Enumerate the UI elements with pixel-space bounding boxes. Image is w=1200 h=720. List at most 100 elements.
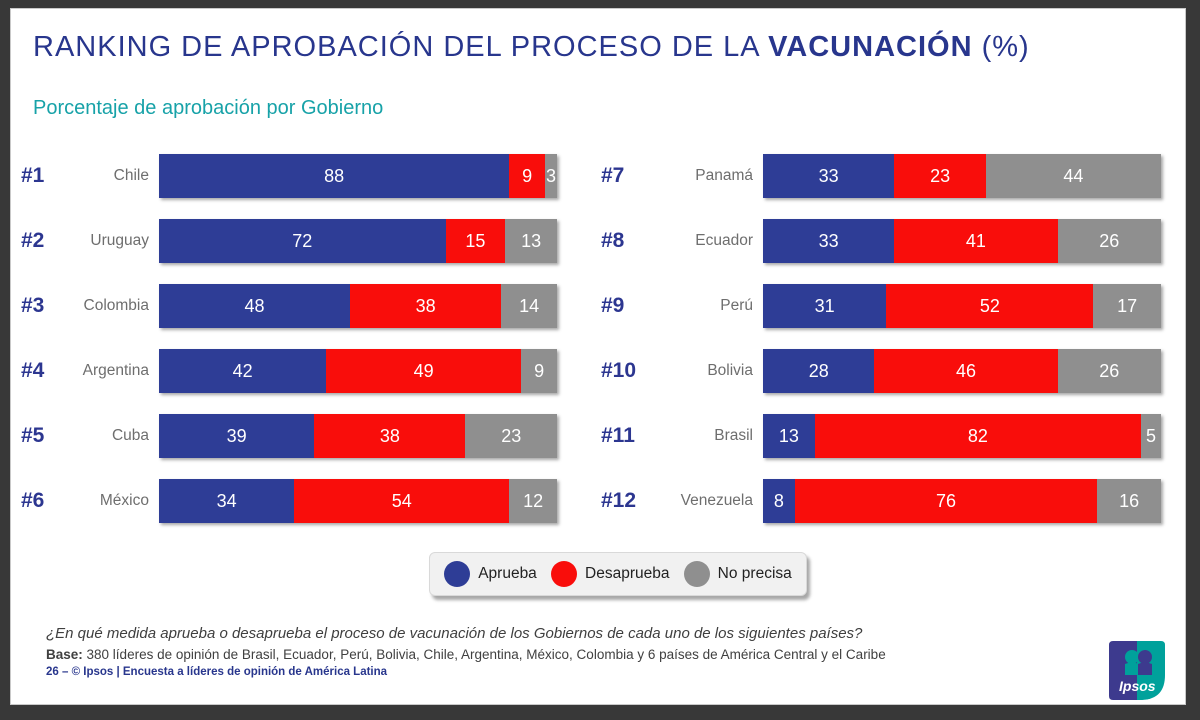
country-label: Perú (720, 297, 753, 314)
country-row: #1 Chile 88 9 3 (21, 154, 557, 198)
country-row: #3 Colombia 48 38 14 (21, 284, 557, 328)
bar-segment-no-precisa: 12 (509, 479, 557, 523)
bar-segment-no-precisa: 14 (501, 284, 557, 328)
bar-segment-desaprueba: 46 (874, 349, 1058, 393)
bar-segment-desaprueba: 54 (294, 479, 510, 523)
country-label: Bolivia (707, 362, 753, 379)
legend-item: Aprueba (444, 561, 537, 587)
rank-label: #8 (601, 229, 625, 252)
country-row: #5 Cuba 39 38 23 (21, 414, 557, 458)
stacked-bar: 34 54 12 (159, 479, 557, 523)
bar-segment-desaprueba: 41 (894, 219, 1058, 263)
country-row: #8 Ecuador 33 41 26 (601, 219, 1161, 263)
bar-segment-no-precisa: 26 (1057, 219, 1161, 263)
legend-dot-icon (551, 561, 578, 587)
stacked-bar: 72 15 13 (159, 219, 557, 263)
ipsos-logo-icon: Ipsos (1109, 641, 1165, 700)
footer-base-label: Base: (46, 647, 83, 662)
stacked-bar: 31 52 17 (763, 284, 1161, 328)
country-row: #7 Panamá 33 23 44 (601, 154, 1161, 198)
country-label: México (99, 492, 149, 509)
ipsos-logo-text: Ipsos (1119, 678, 1156, 694)
slide: RANKING DE APROBACIÓN DEL PROCESO DE LA … (10, 8, 1186, 705)
country-label: Cuba (111, 427, 149, 444)
title-suffix: (%) (972, 31, 1030, 63)
bar-segment-aprueba: 33 (763, 154, 895, 198)
bar-segment-aprueba: 48 (159, 284, 351, 328)
country-label: Colombia (83, 297, 149, 314)
bar-segment-aprueba: 88 (159, 154, 510, 198)
footer-base: Base: 380 líderes de opinión de Brasil, … (46, 647, 886, 662)
rank-label: #10 (601, 359, 637, 382)
legend-label: Aprueba (478, 565, 537, 582)
bar-segment-aprueba: 13 (763, 414, 815, 458)
bar-segment-aprueba: 42 (159, 349, 327, 393)
stacked-bar: 39 38 23 (159, 414, 557, 458)
bar-segment-aprueba: 28 (763, 349, 875, 393)
legend-label: No precisa (717, 565, 792, 582)
country-row: #9 Perú 31 52 17 (601, 284, 1161, 328)
title-prefix: RANKING DE APROBACIÓN DEL PROCESO DE LA (33, 31, 769, 63)
country-label: Chile (113, 167, 149, 184)
bar-segment-no-precisa: 5 (1141, 414, 1161, 458)
stacked-bar: 13 82 5 (763, 414, 1161, 458)
bar-segment-desaprueba: 52 (886, 284, 1094, 328)
country-label: Ecuador (695, 232, 753, 249)
bar-segment-no-precisa: 13 (505, 219, 557, 263)
bar-segment-desaprueba: 49 (326, 349, 522, 393)
ipsos-logo: Ipsos (1109, 641, 1165, 700)
country-label: Brasil (714, 427, 753, 444)
rank-label: #11 (601, 424, 635, 447)
bar-segment-aprueba: 31 (763, 284, 887, 328)
bar-segment-aprueba: 34 (159, 479, 295, 523)
chart-column-right: #7 Panamá 33 23 44 #8 Ecuador 33 41 26 #9 Perú 31 52 1… (601, 154, 1161, 544)
bar-segment-desaprueba: 9 (509, 154, 546, 198)
bar-segment-no-precisa: 44 (985, 154, 1161, 198)
country-row: #10 Bolivia 28 46 26 (601, 349, 1161, 393)
stacked-bar: 8 76 16 (763, 479, 1161, 523)
bar-segment-aprueba: 33 (763, 219, 895, 263)
stacked-bar: 42 49 9 (159, 349, 557, 393)
legend-dot-icon (683, 561, 710, 587)
bar-segment-aprueba: 39 (159, 414, 315, 458)
bar-segment-desaprueba: 23 (894, 154, 986, 198)
rank-label: #9 (601, 294, 625, 317)
legend-dot-icon (444, 561, 471, 587)
bar-segment-no-precisa: 16 (1097, 479, 1161, 523)
stacked-bar: 48 38 14 (159, 284, 557, 328)
bar-segment-desaprueba: 38 (350, 284, 502, 328)
country-row: #2 Uruguay 72 15 13 (21, 219, 557, 263)
bar-segment-desaprueba: 15 (445, 219, 506, 263)
bar-segment-no-precisa: 23 (465, 414, 557, 458)
footer-question: ¿En qué medida aprueba o desaprueba el p… (46, 625, 863, 642)
legend: Aprueba Desaprueba No precisa (429, 552, 807, 596)
bar-segment-aprueba: 8 (763, 479, 795, 523)
country-label: Argentina (82, 362, 149, 379)
bar-segment-desaprueba: 76 (794, 479, 1098, 523)
rank-label: #1 (21, 164, 45, 187)
chart-column-left: #1 Chile 88 9 3 #2 Uruguay 72 15 13 #3 Colombia 48 38… (21, 154, 557, 544)
country-row: #12 Venezuela 8 76 16 (601, 479, 1161, 523)
rank-label: #2 (21, 229, 45, 252)
rank-label: #6 (21, 489, 45, 512)
footer-credit: 26 – © Ipsos | Encuesta a líderes de opi… (46, 666, 388, 678)
legend-item: Desaprueba (551, 561, 669, 587)
bar-segment-no-precisa: 17 (1093, 284, 1161, 328)
legend-item: No precisa (683, 561, 792, 587)
country-label: Panamá (695, 167, 753, 184)
page-title: RANKING DE APROBACIÓN DEL PROCESO DE LA … (33, 31, 1030, 64)
stacked-bar: 33 23 44 (763, 154, 1161, 198)
rank-label: #5 (21, 424, 45, 447)
bar-segment-aprueba: 72 (159, 219, 446, 263)
rank-label: #4 (21, 359, 45, 382)
rank-label: #12 (601, 489, 637, 512)
subtitle: Porcentaje de aprobación por Gobierno (33, 97, 384, 119)
stacked-bar: 88 9 3 (159, 154, 557, 198)
bar-segment-no-precisa: 26 (1057, 349, 1161, 393)
bar-segment-desaprueba: 82 (814, 414, 1142, 458)
title-emphasis: VACUNACIÓN (768, 31, 973, 63)
rank-label: #7 (601, 164, 625, 187)
country-label: Uruguay (90, 232, 149, 249)
stacked-bar: 28 46 26 (763, 349, 1161, 393)
stacked-bar: 33 41 26 (763, 219, 1161, 263)
